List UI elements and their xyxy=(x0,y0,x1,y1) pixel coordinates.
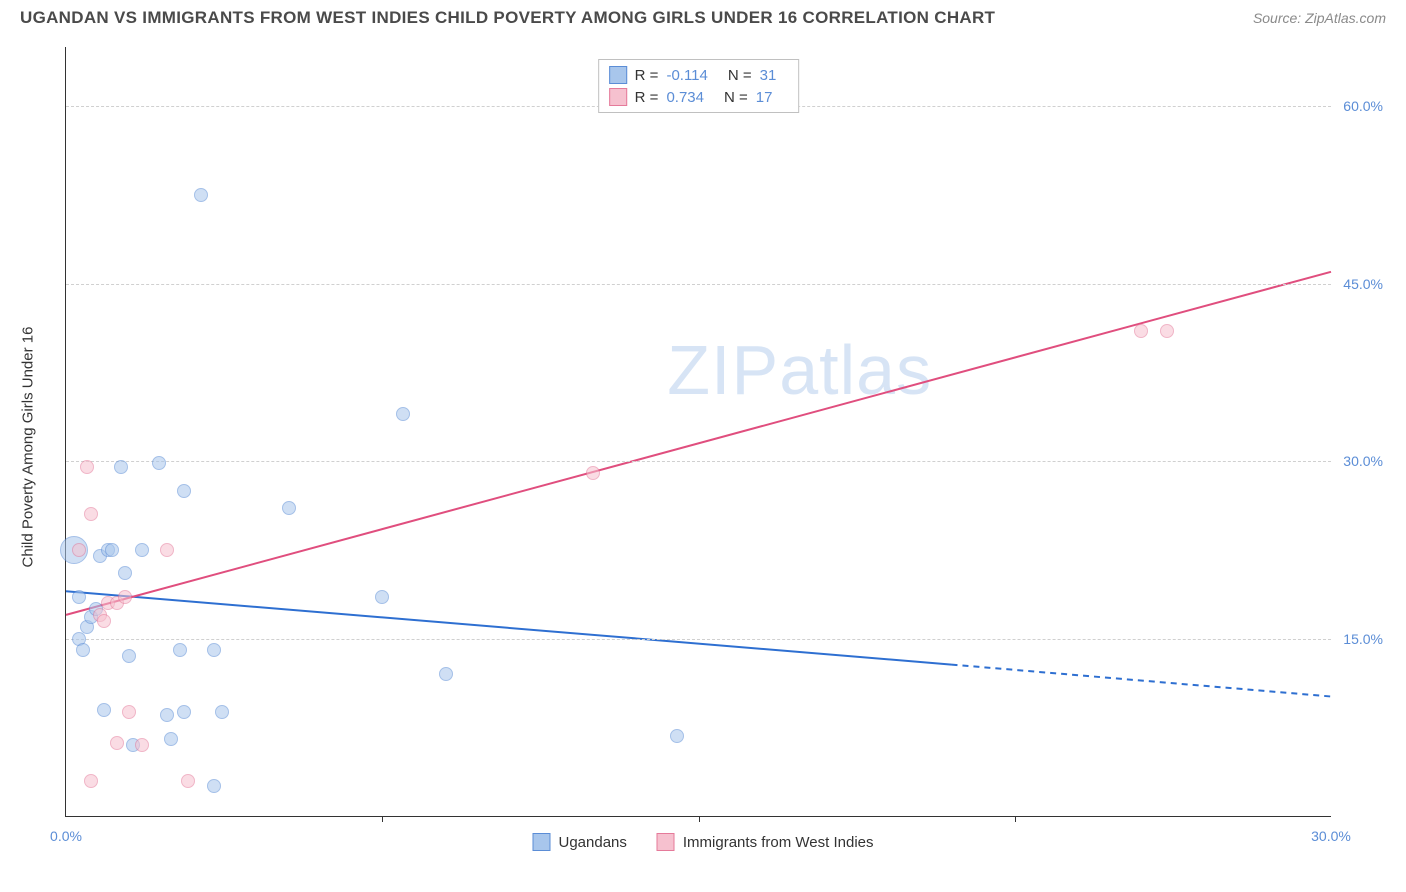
legend-swatch xyxy=(609,66,627,84)
legend-series-name: Ugandans xyxy=(559,834,627,851)
legend-n-value: 17 xyxy=(756,89,773,106)
legend-n-value: 31 xyxy=(760,67,777,84)
scatter-point xyxy=(173,643,187,657)
scatter-point xyxy=(375,590,389,604)
correlation-legend: R = -0.114 N = 31 R = 0.734 N = 17 xyxy=(598,59,800,113)
x-tick-mark xyxy=(699,816,700,822)
scatter-point xyxy=(164,732,178,746)
scatter-point xyxy=(177,705,191,719)
scatter-point xyxy=(160,543,174,557)
scatter-point xyxy=(181,774,195,788)
legend-swatch xyxy=(657,833,675,851)
scatter-point xyxy=(207,643,221,657)
chart-title: UGANDAN VS IMMIGRANTS FROM WEST INDIES C… xyxy=(20,8,995,28)
y-tick-label: 15.0% xyxy=(1343,631,1383,647)
scatter-point xyxy=(118,590,132,604)
gridline xyxy=(66,461,1331,462)
legend-n-label: N = xyxy=(724,89,748,106)
scatter-point xyxy=(586,466,600,480)
scatter-point xyxy=(84,774,98,788)
scatter-point xyxy=(135,738,149,752)
legend-r-label: R = xyxy=(635,67,659,84)
legend-r-label: R = xyxy=(635,89,659,106)
legend-series-name: Immigrants from West Indies xyxy=(683,834,874,851)
scatter-point xyxy=(80,460,94,474)
y-axis-label: Child Poverty Among Girls Under 16 xyxy=(20,327,37,568)
scatter-point xyxy=(118,566,132,580)
scatter-point xyxy=(670,729,684,743)
plot-area: ZIPatlas 15.0%30.0%45.0%60.0%0.0%30.0%R … xyxy=(65,47,1331,817)
chart-container: Child Poverty Among Girls Under 16 ZIPat… xyxy=(20,37,1386,857)
scatter-point xyxy=(215,705,229,719)
y-tick-label: 60.0% xyxy=(1343,98,1383,114)
scatter-point xyxy=(97,703,111,717)
scatter-point xyxy=(105,543,119,557)
legend-bottom: Ugandans Immigrants from West Indies xyxy=(533,833,874,851)
scatter-point xyxy=(72,590,86,604)
scatter-point xyxy=(439,667,453,681)
x-tick-label: 0.0% xyxy=(50,828,82,844)
legend-r-value: -0.114 xyxy=(666,67,707,84)
scatter-point xyxy=(114,460,128,474)
scatter-point xyxy=(1160,324,1174,338)
x-tick-label: 30.0% xyxy=(1311,828,1351,844)
y-tick-label: 45.0% xyxy=(1343,276,1383,292)
scatter-point xyxy=(76,643,90,657)
trend-lines xyxy=(66,47,1331,816)
scatter-point xyxy=(194,188,208,202)
legend-swatch xyxy=(609,88,627,106)
gridline xyxy=(66,639,1331,640)
gridline xyxy=(66,284,1331,285)
correlation-legend-row: R = -0.114 N = 31 xyxy=(609,64,789,86)
correlation-legend-row: R = 0.734 N = 17 xyxy=(609,86,789,108)
scatter-point xyxy=(282,501,296,515)
x-tick-mark xyxy=(382,816,383,822)
legend-swatch xyxy=(533,833,551,851)
scatter-point xyxy=(152,456,166,470)
scatter-point xyxy=(207,779,221,793)
trend-line xyxy=(952,665,1332,697)
chart-header: UGANDAN VS IMMIGRANTS FROM WEST INDIES C… xyxy=(0,0,1406,32)
scatter-point xyxy=(135,543,149,557)
scatter-point xyxy=(177,484,191,498)
x-tick-mark xyxy=(1015,816,1016,822)
scatter-point xyxy=(1134,324,1148,338)
scatter-point xyxy=(97,614,111,628)
legend-r-value: 0.734 xyxy=(666,89,704,106)
scatter-point xyxy=(110,736,124,750)
scatter-point xyxy=(122,649,136,663)
y-tick-label: 30.0% xyxy=(1343,453,1383,469)
scatter-point xyxy=(84,507,98,521)
chart-source: Source: ZipAtlas.com xyxy=(1253,10,1386,26)
legend-n-label: N = xyxy=(728,67,752,84)
scatter-point xyxy=(72,543,86,557)
scatter-point xyxy=(160,708,174,722)
legend-item: Immigrants from West Indies xyxy=(657,833,874,851)
scatter-point xyxy=(122,705,136,719)
scatter-point xyxy=(396,407,410,421)
trend-line xyxy=(66,591,952,664)
legend-item: Ugandans xyxy=(533,833,627,851)
